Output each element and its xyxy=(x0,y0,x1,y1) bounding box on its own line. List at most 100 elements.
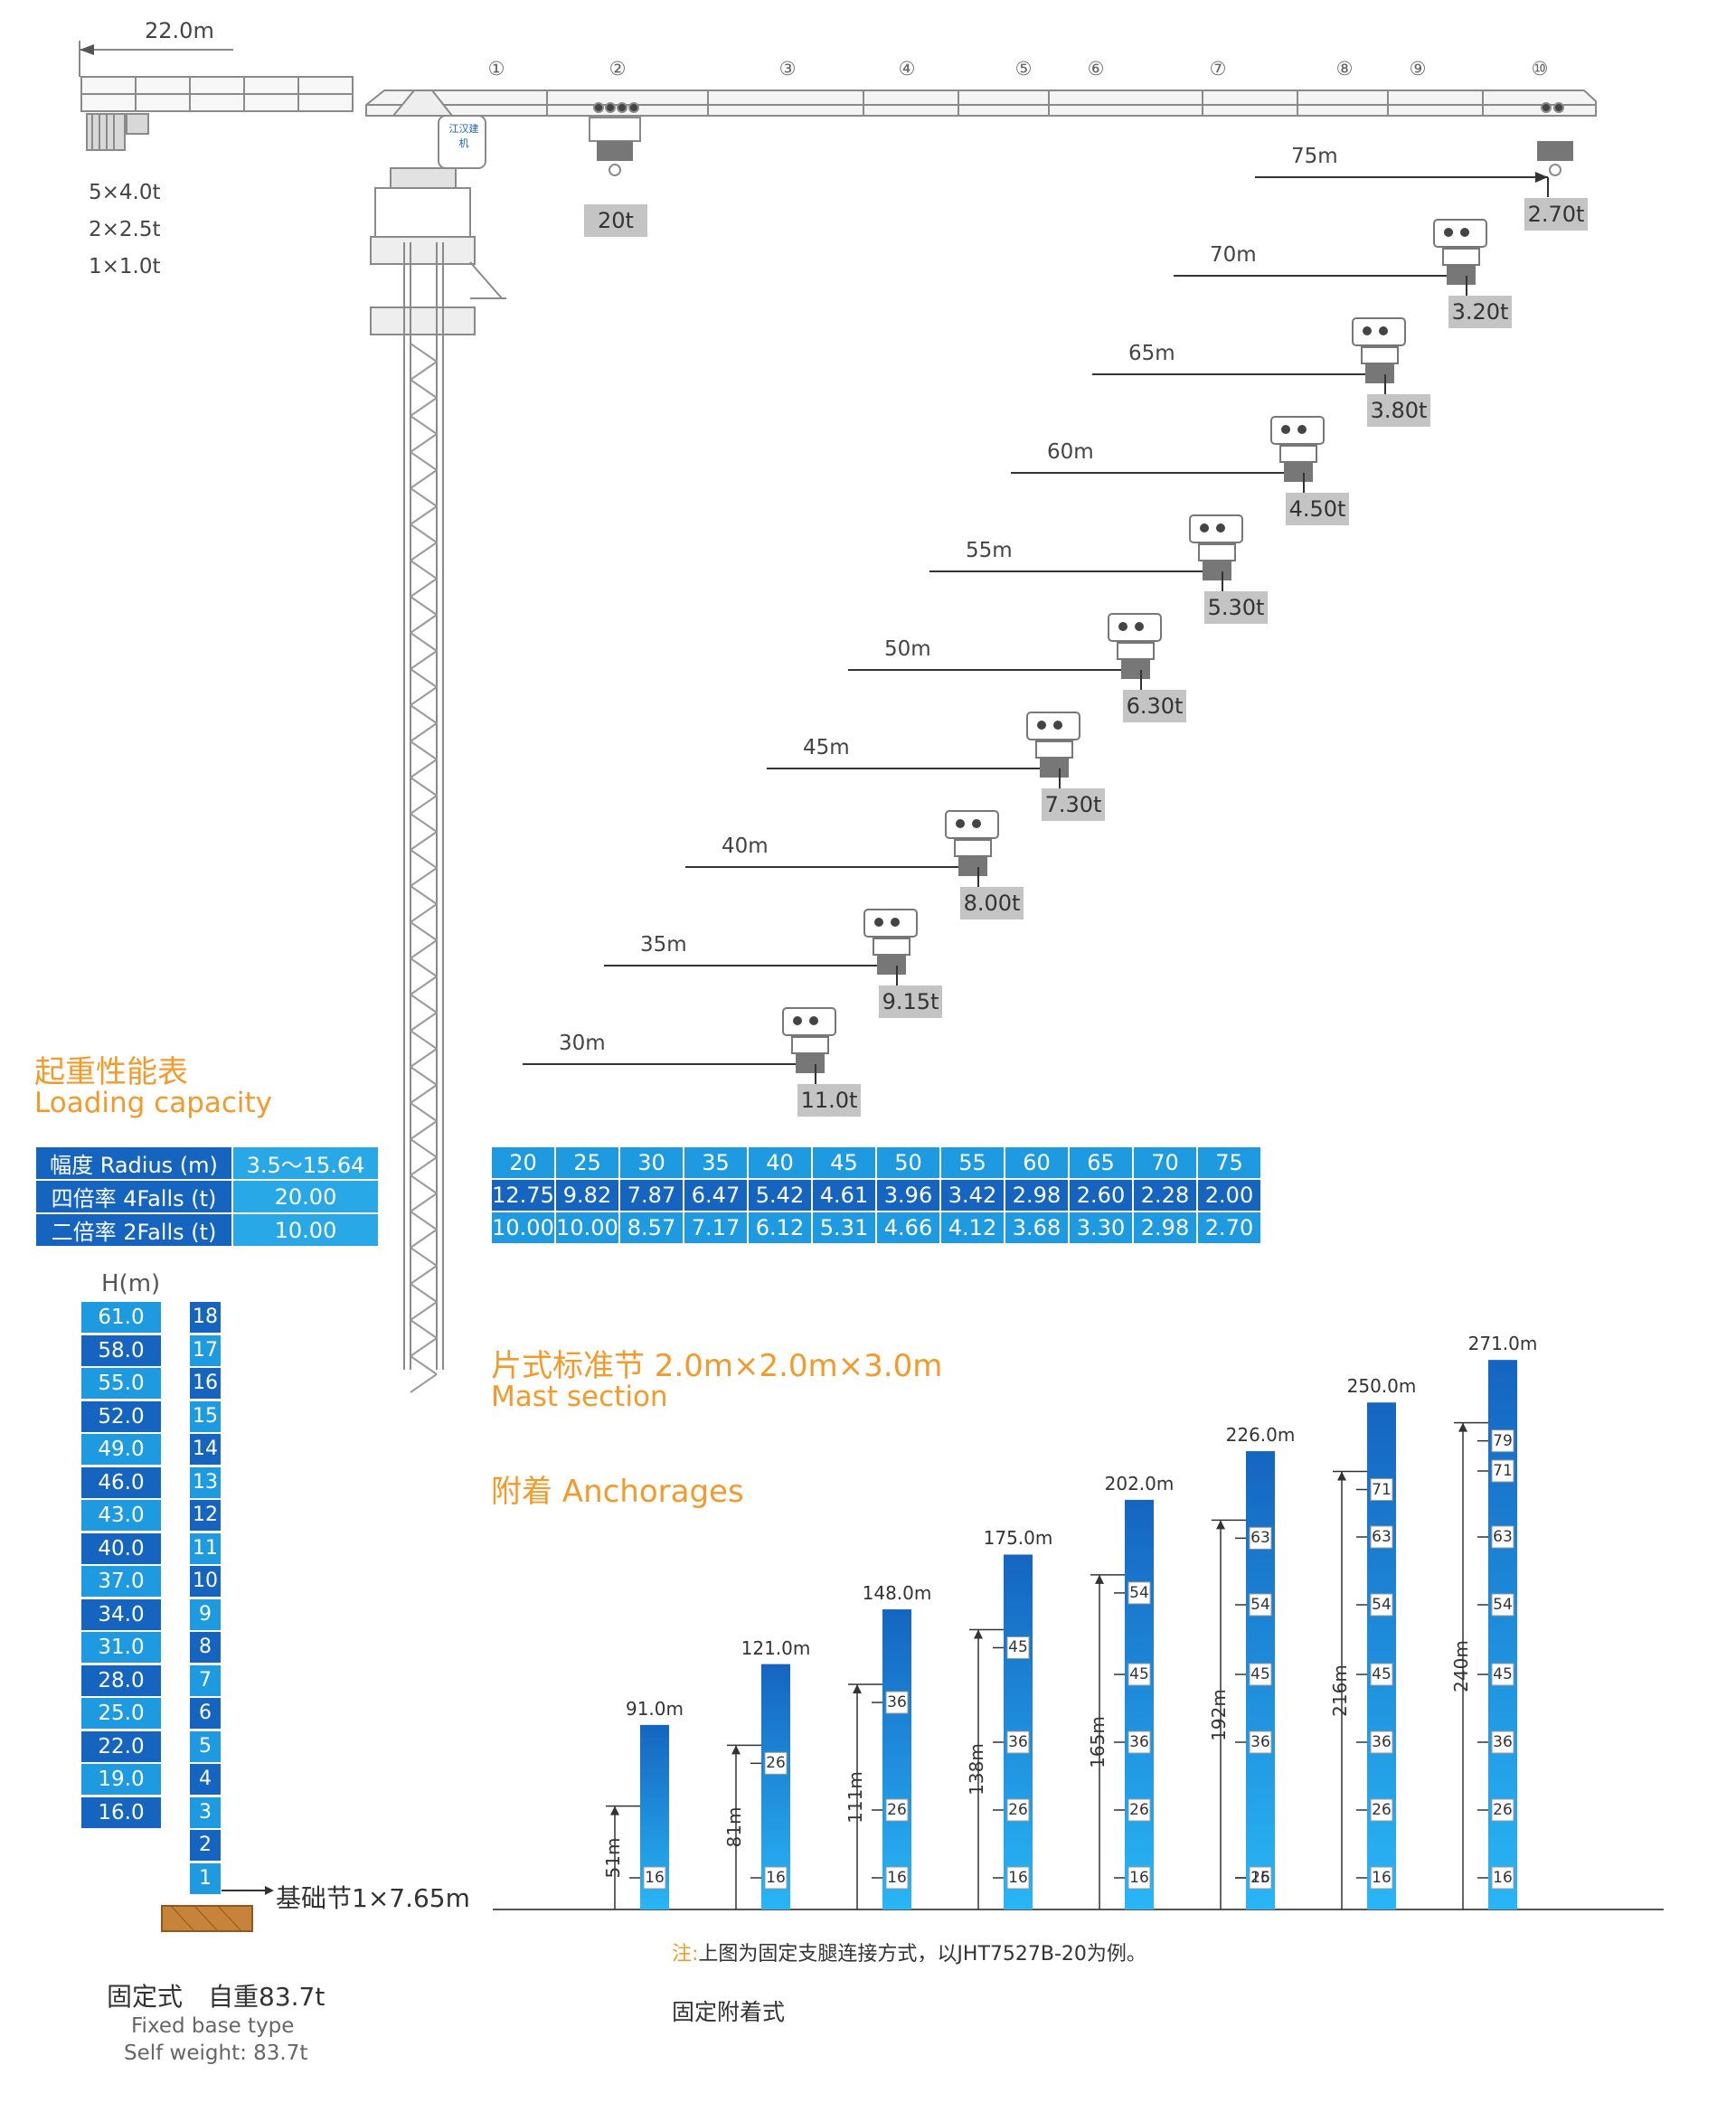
hook-block xyxy=(1203,561,1231,580)
anchor-level: 45 xyxy=(1372,1665,1392,1683)
anchor-level: 16 xyxy=(1493,1869,1513,1887)
radius-label: 75m xyxy=(1291,145,1338,168)
anchor-height-label: 192m xyxy=(1208,1688,1230,1741)
climbing-frame-lower xyxy=(370,306,476,335)
main-jib xyxy=(365,90,1597,117)
anchor-level-box xyxy=(1127,1866,1151,1890)
hook-block xyxy=(1365,363,1394,383)
capacity-cell: 3.96 xyxy=(875,1178,941,1212)
cab-brand-label: 江汉建机 xyxy=(448,123,479,149)
load-box: 9.15t xyxy=(879,985,942,1018)
capacity-cell: 2.98 xyxy=(1004,1178,1070,1212)
anchor-level: 26 xyxy=(887,1801,907,1819)
anchorage-tower xyxy=(882,1609,911,1909)
anchor-level-box xyxy=(1491,1663,1514,1686)
anchor-level-box xyxy=(1006,1798,1030,1822)
anchor-level: 16 xyxy=(1250,1869,1270,1887)
height-cell: 34.0 xyxy=(81,1598,161,1630)
anchor-level-box xyxy=(1491,1429,1514,1453)
hook-sheave xyxy=(873,938,910,956)
capacity-cell: 2.70 xyxy=(1196,1211,1262,1245)
anchor-level-box xyxy=(1491,1798,1514,1822)
anchor-level: 16 xyxy=(887,1869,907,1887)
capacity-cell: 3.30 xyxy=(1068,1211,1134,1245)
anchor-level: 26 xyxy=(1372,1801,1392,1819)
capacity-cell: 2.00 xyxy=(1196,1178,1262,1212)
height-column-label: H(m) xyxy=(101,1270,161,1297)
hook-block xyxy=(796,1053,825,1073)
anchor-height-label: 51m xyxy=(602,1837,624,1879)
anchor-level-box xyxy=(1127,1798,1151,1822)
anchor-level: 54 xyxy=(1372,1596,1392,1614)
section-cell: 15 xyxy=(190,1400,221,1432)
mast-section-title-en: Mast section xyxy=(491,1381,668,1413)
anchor-level-box xyxy=(1249,1730,1272,1754)
height-cell: 16.0 xyxy=(81,1796,161,1828)
anchor-level-box xyxy=(1127,1730,1151,1754)
anchor-level: 71 xyxy=(1372,1480,1392,1499)
mast-section-title-cn: 片式标准节 2.0m×2.0m×3.0m xyxy=(491,1348,943,1384)
radius-label: 45m xyxy=(803,736,850,759)
jib-section-number: ② xyxy=(609,58,627,80)
anchor-level: 36 xyxy=(887,1693,907,1712)
trolley-wheel xyxy=(1281,425,1290,434)
trolley-wheel xyxy=(874,918,883,927)
anchor-level: 26 xyxy=(1008,1801,1028,1819)
anchor-level-box xyxy=(885,1866,909,1890)
load-box: 4.50t xyxy=(1286,493,1349,525)
anchor-height-label: 111m xyxy=(844,1770,866,1824)
section-cell: 12 xyxy=(190,1500,221,1531)
anchor-level-box xyxy=(1249,1593,1272,1617)
radius-label: 35m xyxy=(640,933,687,957)
arrow-head xyxy=(1535,172,1548,183)
anchor-level-box xyxy=(1491,1459,1514,1483)
capacity-cell: 4.61 xyxy=(811,1178,877,1212)
anchor-level: 54 xyxy=(1250,1596,1270,1614)
jib-section-number: ⑦ xyxy=(1209,58,1227,80)
anchor-level-box xyxy=(1370,1798,1393,1822)
anchor-height-label: 240m xyxy=(1450,1640,1472,1692)
anchorages-title: 附着 Anchorages xyxy=(491,1474,744,1510)
foundation-block xyxy=(161,1905,253,1932)
height-cell: 19.0 xyxy=(81,1764,161,1795)
capacity-cell: 2.28 xyxy=(1132,1178,1198,1212)
section-cell: 4 xyxy=(190,1764,221,1795)
trolley-wheel xyxy=(1118,622,1127,631)
capacity-cell: 6.12 xyxy=(747,1211,813,1245)
anchor-level: 71 xyxy=(1493,1462,1513,1480)
capacity-cell: 3.42 xyxy=(939,1178,1005,1212)
load-box: 7.30t xyxy=(1042,788,1105,821)
hook-sheave xyxy=(1117,642,1155,660)
trolley-wheel xyxy=(972,819,981,828)
capacity-cell: 10.00 xyxy=(490,1211,556,1245)
trolley-wheel xyxy=(891,918,900,927)
loading-capacity-title-cn: 起重性能表 xyxy=(34,1054,188,1090)
capacity-cell: 12.75 xyxy=(490,1178,556,1212)
capacity-cell: 5.31 xyxy=(811,1211,877,1245)
section-cell: 10 xyxy=(190,1566,221,1597)
trolley xyxy=(945,810,999,839)
anchor-level: 63 xyxy=(1250,1529,1270,1548)
jib-section-number: ③ xyxy=(778,58,797,80)
radius-row: 幅度 Radius (m) 3.5～15.64 xyxy=(34,1146,380,1181)
tower-height-label: 202.0m xyxy=(1104,1472,1175,1494)
anchor-level-box xyxy=(1249,1663,1272,1686)
trolley-wheel xyxy=(1200,523,1209,533)
capacity-cell: 9.82 xyxy=(554,1178,620,1212)
radius-label: 70m xyxy=(1210,243,1257,267)
max-load-box: 20t xyxy=(584,204,647,237)
anchor-level: 16 xyxy=(766,1869,786,1887)
anchor-level: 16 xyxy=(1129,1869,1149,1887)
height-cell: 52.0 xyxy=(81,1400,161,1432)
anchor-level: 36 xyxy=(1008,1733,1028,1751)
anchorage-caption: 固定附着式 xyxy=(672,1999,786,2025)
note: 注:上图为固定支腿连接方式，以JHT7527B-20为例。 xyxy=(672,1938,1146,1966)
capacity-grid-row: 10.00 10.00 8.57 7.17 6.12 5.31 4.66 4.12 3.68 3.… xyxy=(490,1211,1262,1245)
capacity-cell: 8.57 xyxy=(618,1211,684,1245)
tower-height-label: 250.0m xyxy=(1346,1375,1417,1398)
fixed-type-cn: 固定式 自重83.7t xyxy=(107,1982,326,2012)
trolley-wheel xyxy=(1363,326,1372,335)
capacity-cell: 40 xyxy=(747,1146,813,1180)
section-cell: 5 xyxy=(190,1730,221,1762)
anchor-level: 54 xyxy=(1493,1596,1513,1614)
